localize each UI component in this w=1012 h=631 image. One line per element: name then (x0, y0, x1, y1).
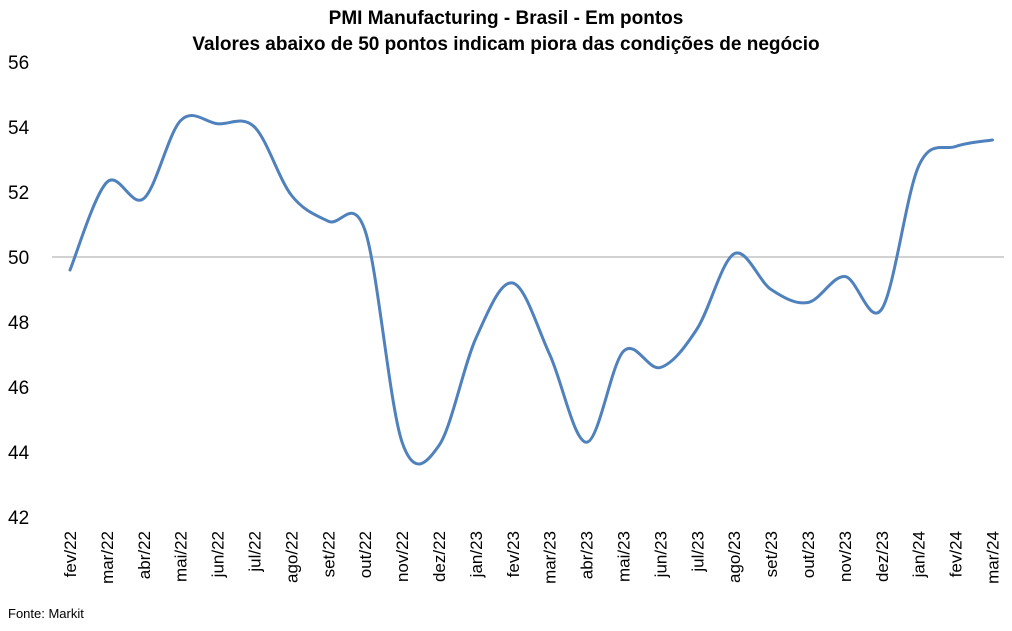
x-tick-label: abr/22 (135, 531, 154, 579)
x-tick-label: mar/24 (984, 531, 1003, 584)
x-tick-label: fev/22 (61, 531, 80, 577)
series-line (68, 114, 994, 466)
x-tick-label: jun/23 (651, 531, 670, 578)
y-tick-label: 44 (8, 443, 30, 464)
y-tick-label: 52 (8, 183, 29, 204)
x-tick-label: jan/24 (910, 531, 929, 578)
series-group (68, 114, 994, 466)
chart-title-line1: PMI Manufacturing - Brasil - Em pontos (328, 8, 684, 29)
x-tick-label: mai/22 (172, 531, 191, 582)
x-tick-label: dez/23 (873, 531, 892, 582)
x-axis: fev/22 mar/22 abr/22 mai/22 jun/22 jul/22 ago/… (61, 531, 1003, 584)
chart-title-line2: Valores abaixo de 50 pontos indicam pior… (192, 34, 820, 55)
x-tick-label: set/22 (319, 531, 338, 577)
x-tick-label: jan/23 (467, 531, 486, 578)
y-tick-label: 50 (8, 248, 29, 269)
x-tick-label: jul/23 (688, 531, 707, 573)
x-tick-label: set/23 (762, 531, 781, 577)
x-tick-label: jul/22 (246, 531, 265, 573)
y-tick-label: 56 (8, 53, 29, 74)
source-note: Fonte: Markit (8, 606, 84, 621)
x-tick-label: fev/23 (504, 531, 523, 577)
x-tick-label: nov/23 (836, 531, 855, 582)
x-tick-label: mar/23 (541, 531, 560, 584)
y-tick-label: 46 (8, 378, 29, 399)
x-tick-label: mar/22 (98, 531, 117, 584)
y-tick-label: 42 (8, 508, 29, 529)
x-tick-label: nov/22 (393, 531, 412, 582)
chart-title: PMI Manufacturing - Brasil - Em pontos V… (0, 6, 1012, 58)
y-tick-label: 54 (8, 118, 30, 139)
x-tick-label: dez/22 (430, 531, 449, 582)
y-tick-label: 48 (8, 313, 29, 334)
x-tick-label: ago/22 (282, 531, 301, 583)
x-tick-label: out/23 (799, 531, 818, 578)
x-tick-label: fev/24 (947, 531, 966, 577)
x-tick-label: mai/23 (615, 531, 634, 582)
x-tick-label: ago/23 (725, 531, 744, 583)
y-axis: 42 44 46 48 50 52 54 56 (8, 53, 30, 529)
x-tick-label: abr/23 (578, 531, 597, 579)
x-tick-label: jun/22 (209, 531, 228, 578)
x-tick-label: out/22 (356, 531, 375, 578)
